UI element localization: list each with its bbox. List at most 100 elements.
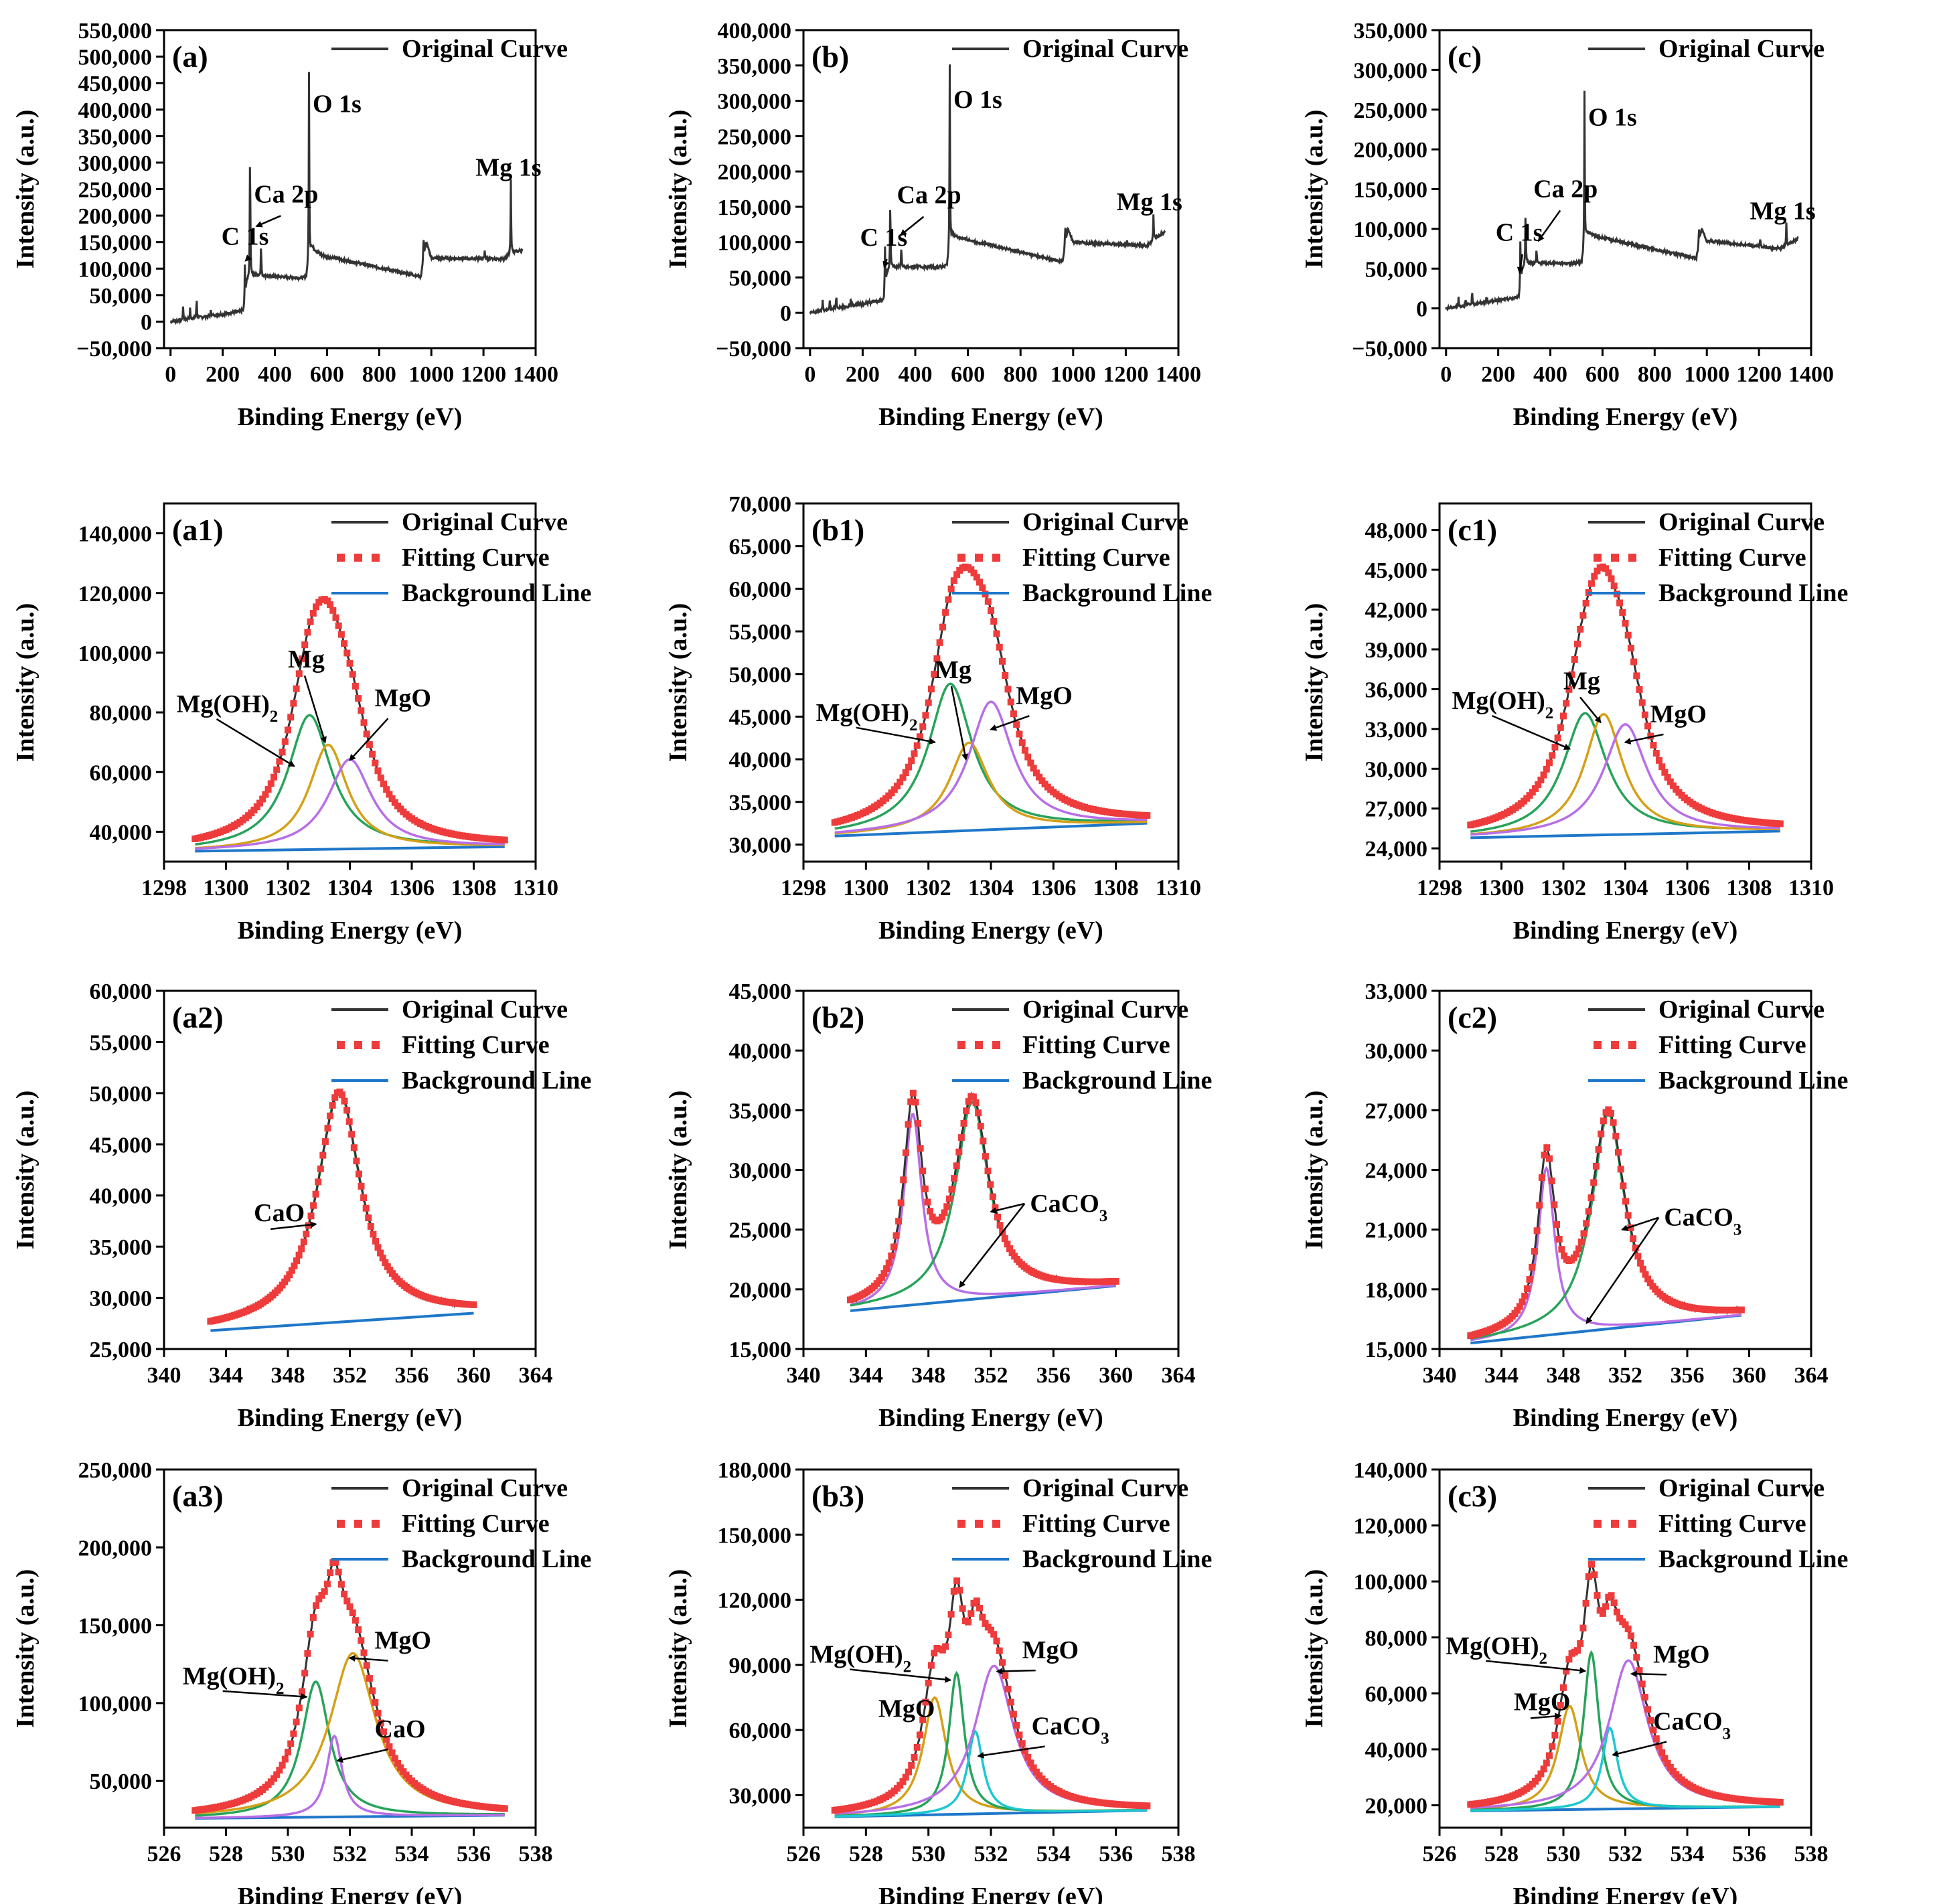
fitting-point	[1018, 739, 1026, 746]
y-tick-label: 0	[1416, 297, 1427, 322]
series-component-peak	[195, 1734, 505, 1820]
fitting-point	[1598, 1130, 1605, 1137]
fitting-point	[372, 1698, 379, 1706]
fitting-point	[369, 750, 376, 758]
fitting-point	[1553, 1221, 1560, 1228]
fitting-point	[996, 1647, 1003, 1654]
fitting-point	[1537, 1770, 1545, 1777]
fitting-point	[970, 1093, 977, 1101]
y-tick-label: 35,000	[729, 791, 792, 815]
fitting-point	[312, 1190, 319, 1198]
fitting-point	[362, 1204, 370, 1212]
legend-swatch-square	[337, 1041, 345, 1049]
fitting-point	[1004, 1241, 1011, 1248]
fitting-point	[304, 1650, 311, 1657]
fitting-point	[970, 569, 978, 576]
fitting-point	[1555, 1236, 1563, 1243]
legend-swatch-square	[372, 1041, 380, 1049]
peak-annotation: MgO	[375, 684, 431, 712]
fitting-point	[965, 1618, 972, 1625]
legend-swatch-square	[354, 1520, 362, 1528]
fitting-point	[374, 1244, 382, 1251]
fitting-point	[1647, 732, 1654, 740]
fitting-point	[973, 1597, 980, 1605]
fitting-point	[897, 1781, 904, 1789]
annotation-arrow	[1492, 714, 1571, 750]
fitting-point	[1521, 1292, 1529, 1299]
fitting-point	[386, 1743, 393, 1750]
fitting-point	[1616, 599, 1624, 607]
fitting-point	[1579, 1624, 1587, 1632]
y-tick-label: 150,000	[78, 231, 153, 256]
y-tick-label: −50,000	[76, 337, 152, 362]
fitting-point	[279, 1761, 286, 1769]
fitting-point	[360, 1649, 368, 1656]
fitting-point	[1024, 1753, 1032, 1761]
peak-annotation-subscript: 2	[903, 1658, 912, 1676]
plot-area	[1467, 1106, 1745, 1345]
fitting-point	[1537, 777, 1545, 784]
series-component-peak	[195, 1680, 505, 1817]
legend-label: Background Line	[402, 1066, 591, 1095]
fitting-point	[1652, 750, 1660, 757]
fitting-point	[902, 1773, 909, 1781]
legend-label: Background Line	[1022, 1066, 1212, 1095]
fitting-point	[939, 623, 946, 631]
series-fitting-curve	[1467, 563, 1784, 829]
x-tick-label: 1306	[1664, 876, 1710, 900]
fitting-point	[293, 685, 300, 692]
y-tick-label: 50,000	[90, 1769, 153, 1794]
series-background-line	[834, 821, 1148, 838]
fitting-point	[267, 780, 275, 787]
fitting-point	[501, 836, 508, 844]
fitting-point	[1514, 1307, 1521, 1314]
fitting-point	[902, 1149, 909, 1156]
fitting-point	[273, 1771, 281, 1778]
y-tick-label: −50,000	[716, 337, 791, 362]
legend-swatch-square	[354, 1041, 362, 1049]
fitting-point	[501, 1805, 508, 1812]
y-tick-label: 45,000	[729, 705, 792, 730]
peak-annotation: MgO	[1650, 700, 1707, 728]
fitting-point	[927, 1208, 933, 1215]
fitting-point	[397, 1764, 404, 1771]
peak-annotation-subscript: 2	[1545, 704, 1554, 722]
fitting-point	[942, 1643, 949, 1650]
fitting-point	[1016, 1731, 1023, 1739]
annotation-arrow	[950, 686, 969, 761]
fitting-point	[372, 759, 379, 767]
fitting-point	[1004, 686, 1012, 693]
legend-swatch-square	[992, 554, 1000, 562]
fitting-point	[1641, 1694, 1648, 1700]
series-original-curve	[809, 64, 1166, 315]
y-tick-label: 80,000	[1365, 1626, 1428, 1651]
x-tick-label: 200	[846, 362, 880, 387]
peak-annotation: Mg(OH)2	[177, 690, 279, 726]
fitting-point	[900, 1176, 907, 1184]
fitting-point	[1144, 812, 1151, 819]
series-component-peak	[834, 700, 1148, 834]
x-tick-label: 400	[899, 362, 933, 387]
fitting-point	[951, 1175, 958, 1182]
fitting-point	[1543, 765, 1550, 773]
fitting-point	[301, 1670, 309, 1677]
fitting-point	[982, 1620, 989, 1627]
fitting-point	[1622, 1621, 1629, 1628]
x-tick-label: 356	[1671, 1363, 1705, 1388]
annotation-arrow	[996, 1668, 1036, 1675]
fitting-point	[1030, 765, 1037, 772]
fitting-point	[1027, 759, 1034, 767]
fitting-point	[259, 795, 266, 803]
fitting-point	[1610, 1599, 1618, 1607]
x-tick-label: 526	[787, 1842, 821, 1867]
fitting-point	[948, 1186, 955, 1193]
fitting-point	[908, 1761, 915, 1769]
fitting-point	[888, 1252, 895, 1259]
fitting-point	[1577, 1239, 1585, 1246]
fitting-point	[925, 699, 932, 706]
peak-annotation: MgO	[1514, 1688, 1570, 1716]
legend-swatch-square	[354, 554, 362, 562]
legend-swatch-square	[957, 1520, 965, 1528]
y-tick-label: 60,000	[1365, 1682, 1428, 1707]
series-background-line	[1470, 829, 1780, 840]
